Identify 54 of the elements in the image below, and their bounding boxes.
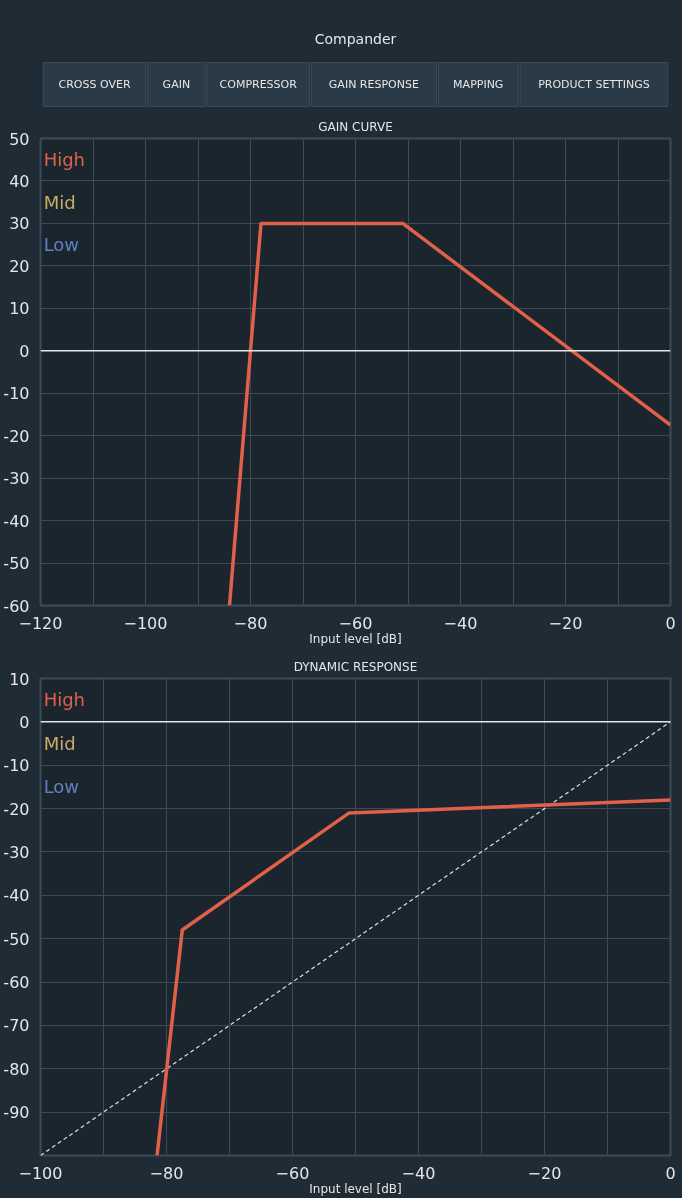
y-tick-label: -50 xyxy=(3,554,30,574)
x-axis-title: Input level [dB] xyxy=(309,1181,402,1196)
y-tick-label: 50 xyxy=(9,129,30,149)
x-tick-label: −80 xyxy=(149,1163,184,1183)
y-tick-label: -60 xyxy=(3,973,30,993)
x-tick-label: −20 xyxy=(548,613,583,633)
y-tick-label: -50 xyxy=(3,929,30,949)
text: MAPPING xyxy=(453,77,504,91)
y-tick-label: -40 xyxy=(3,511,30,531)
y-tick-label: -70 xyxy=(3,1016,30,1036)
x-tick-label: −80 xyxy=(233,613,268,633)
x-tick-label: −40 xyxy=(443,613,478,633)
line-series xyxy=(155,798,671,1156)
y-tick-label: 10 xyxy=(9,299,30,319)
x-tick-label: −100 xyxy=(18,1163,63,1183)
y-tick-label: -60 xyxy=(3,596,30,616)
x-tick-label: 0 xyxy=(665,1163,676,1183)
text: GAIN xyxy=(162,77,191,91)
y-tick-label: 0 xyxy=(19,712,30,732)
y-tick-label: 20 xyxy=(9,256,30,276)
y-tick-label: -20 xyxy=(3,799,30,819)
y-tick-label: 30 xyxy=(9,214,30,234)
text: High xyxy=(43,689,86,711)
x-tick-label: −40 xyxy=(401,1163,436,1183)
x-tick-label: −60 xyxy=(275,1163,310,1183)
x-tick-label: 0 xyxy=(665,613,676,633)
legend-label: Low xyxy=(43,776,80,798)
y-tick-label: 10 xyxy=(9,669,30,689)
y-tick-label: -80 xyxy=(3,1059,30,1079)
legend-label: Low xyxy=(43,234,80,256)
y-tick-label: -10 xyxy=(3,756,30,776)
legend-label: Mid xyxy=(43,732,76,754)
y-tick-label: -90 xyxy=(3,1103,30,1123)
text: GAIN RESPONSE xyxy=(328,77,419,91)
text: PRODUCT SETTINGS xyxy=(538,77,650,91)
x-tick-label: −120 xyxy=(18,613,63,633)
y-tick-label: -40 xyxy=(3,886,30,906)
y-tick-label: -10 xyxy=(3,384,30,404)
x-tick-label: −60 xyxy=(338,613,373,633)
text: CROSS OVER xyxy=(58,77,131,91)
legend-label: Mid xyxy=(43,191,76,213)
y-tick-label: -20 xyxy=(3,426,30,446)
text: High xyxy=(43,149,86,171)
y-tick-label: 40 xyxy=(9,171,30,191)
chart-title: DYNAMIC RESPONSE xyxy=(293,659,418,674)
text: COMPRESSOR xyxy=(219,77,298,91)
y-tick-label: -30 xyxy=(3,842,30,862)
x-tick-label: −20 xyxy=(527,1163,562,1183)
y-tick-label: -30 xyxy=(3,469,30,489)
chart-title: GAIN CURVE xyxy=(318,119,393,134)
y-tick-label: 0 xyxy=(19,341,30,361)
text: Compander xyxy=(314,30,397,47)
x-tick-label: −100 xyxy=(123,613,168,633)
x-axis-title: Input level [dB] xyxy=(309,631,402,646)
